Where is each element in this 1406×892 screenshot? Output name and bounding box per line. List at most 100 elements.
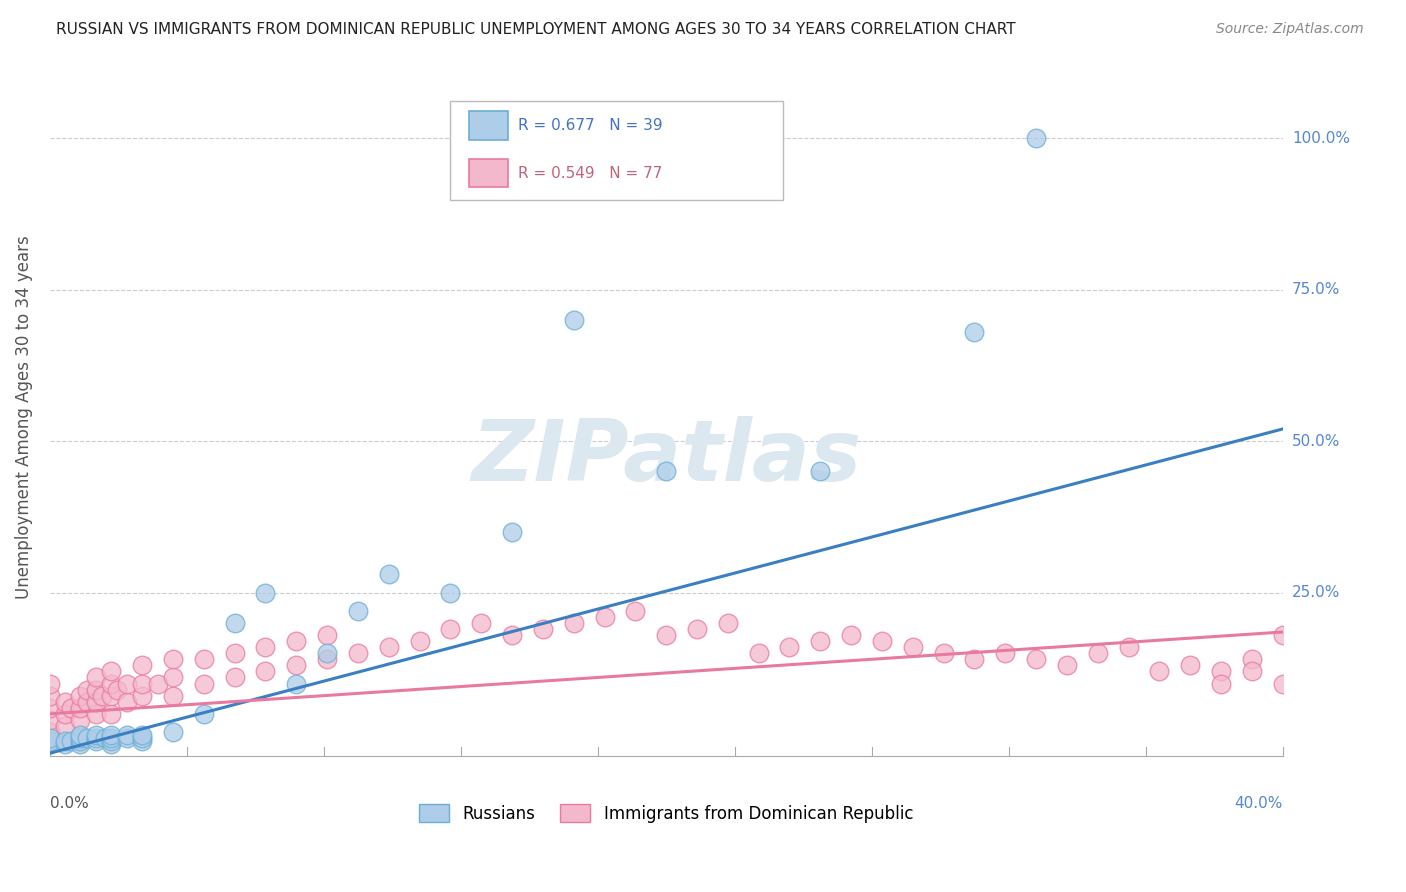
Point — [1240, 665, 1263, 679]
Point — [100, 689, 122, 703]
Point — [562, 313, 585, 327]
Point — [193, 652, 215, 666]
Point — [316, 646, 339, 660]
Point — [193, 676, 215, 690]
Point — [162, 652, 184, 666]
Point — [69, 731, 91, 745]
Point — [193, 706, 215, 721]
Point — [38, 689, 60, 703]
Point — [100, 706, 122, 721]
Point — [254, 585, 277, 599]
Point — [377, 640, 399, 655]
Point — [655, 628, 678, 642]
Point — [932, 646, 955, 660]
Point — [994, 646, 1017, 660]
Point — [624, 604, 647, 618]
Point — [53, 695, 76, 709]
Point — [162, 689, 184, 703]
Point — [69, 713, 91, 727]
Text: ZIPatlas: ZIPatlas — [471, 416, 862, 500]
Y-axis label: Unemployment Among Ages 30 to 34 years: Unemployment Among Ages 30 to 34 years — [15, 235, 32, 599]
Point — [69, 734, 91, 748]
Point — [115, 676, 138, 690]
Point — [562, 615, 585, 630]
Point — [963, 325, 986, 339]
Point — [778, 640, 800, 655]
Point — [316, 628, 339, 642]
Point — [316, 652, 339, 666]
Point — [38, 700, 60, 714]
Point — [94, 731, 117, 745]
Point — [38, 713, 60, 727]
Legend: Russians, Immigrants from Dominican Republic: Russians, Immigrants from Dominican Repu… — [419, 805, 912, 822]
Point — [1056, 658, 1078, 673]
Point — [963, 652, 986, 666]
Point — [531, 622, 554, 636]
Point — [60, 700, 83, 714]
Point — [377, 567, 399, 582]
Point — [69, 700, 91, 714]
Point — [717, 615, 740, 630]
Point — [131, 728, 153, 742]
Text: R = 0.677   N = 39: R = 0.677 N = 39 — [519, 118, 662, 133]
Point — [686, 622, 709, 636]
Point — [1149, 665, 1171, 679]
Point — [84, 731, 107, 745]
Point — [285, 676, 308, 690]
Point — [53, 734, 76, 748]
Point — [91, 689, 114, 703]
Point — [439, 585, 461, 599]
Point — [100, 676, 122, 690]
Point — [100, 728, 122, 742]
Point — [76, 695, 98, 709]
Point — [224, 615, 246, 630]
Point — [100, 665, 122, 679]
Text: Source: ZipAtlas.com: Source: ZipAtlas.com — [1216, 22, 1364, 37]
Point — [501, 524, 523, 539]
Point — [115, 695, 138, 709]
Point — [224, 670, 246, 684]
Text: 40.0%: 40.0% — [1234, 796, 1282, 811]
Point — [285, 634, 308, 648]
Point — [107, 682, 129, 697]
Point — [1209, 676, 1232, 690]
Point — [100, 731, 122, 745]
Point — [69, 689, 91, 703]
Point — [100, 734, 122, 748]
Point — [655, 464, 678, 478]
Point — [38, 734, 60, 748]
Point — [162, 670, 184, 684]
Point — [501, 628, 523, 642]
Point — [38, 737, 60, 751]
Point — [1209, 665, 1232, 679]
Point — [53, 737, 76, 751]
Point — [1271, 676, 1294, 690]
Point — [285, 658, 308, 673]
Point — [84, 706, 107, 721]
Point — [100, 737, 122, 751]
Point — [254, 640, 277, 655]
Text: 0.0%: 0.0% — [49, 796, 89, 811]
Point — [808, 634, 831, 648]
Text: 75.0%: 75.0% — [1292, 282, 1340, 297]
Point — [1240, 652, 1263, 666]
FancyBboxPatch shape — [450, 101, 783, 200]
Point — [1118, 640, 1140, 655]
Point — [76, 682, 98, 697]
Point — [69, 728, 91, 742]
Point — [347, 604, 370, 618]
Point — [53, 719, 76, 733]
Text: 50.0%: 50.0% — [1292, 434, 1340, 449]
Point — [38, 725, 60, 739]
Point — [748, 646, 770, 660]
Point — [254, 665, 277, 679]
Point — [1025, 131, 1047, 145]
Point — [1087, 646, 1109, 660]
Point — [84, 695, 107, 709]
Point — [76, 731, 98, 745]
Point — [839, 628, 862, 642]
Point — [1271, 628, 1294, 642]
Point — [131, 658, 153, 673]
FancyBboxPatch shape — [468, 159, 509, 187]
Point — [60, 734, 83, 748]
